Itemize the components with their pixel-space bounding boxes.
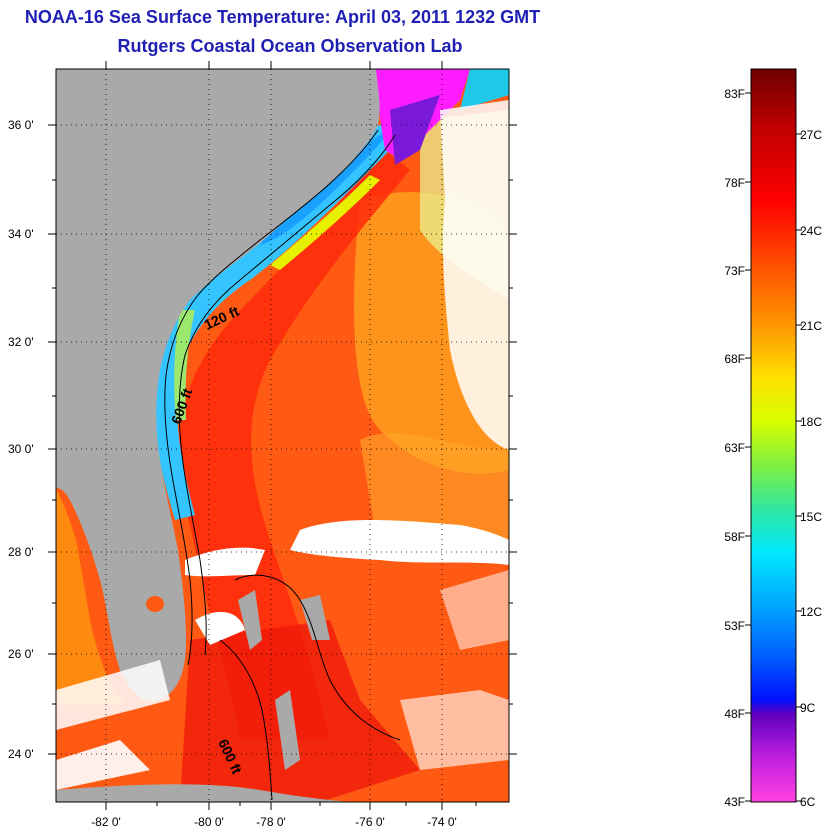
lat-tick-label: 36 0' bbox=[8, 118, 34, 132]
map-panel: 120 ft 600 ft 600 ft bbox=[56, 69, 509, 802]
lat-tick-label: 34 0' bbox=[8, 227, 34, 241]
cloud-cover bbox=[290, 520, 509, 565]
shelf-front-yellow bbox=[270, 175, 380, 270]
lon-tick-label: -74 0' bbox=[427, 815, 457, 829]
offshore-cyan-water bbox=[460, 69, 509, 110]
gulf-stream-core bbox=[179, 150, 410, 740]
colorbar-label-f: 48F bbox=[724, 707, 745, 721]
colorbar-label-f: 63F bbox=[724, 441, 745, 455]
colorbar-label-c: 9C bbox=[800, 701, 816, 715]
lat-tick-label: 26 0' bbox=[8, 647, 34, 661]
colorbar-label-c: 12C bbox=[800, 605, 822, 619]
colorbar-ticks bbox=[745, 92, 802, 802]
cloud-cover bbox=[440, 570, 509, 650]
bahamas-warm-water bbox=[180, 620, 420, 802]
lake-okeechobee bbox=[146, 596, 164, 612]
lon-tick-label: -80 0' bbox=[194, 815, 224, 829]
cloud-cover bbox=[195, 611, 245, 645]
lat-tick-label: 30 0' bbox=[8, 442, 34, 456]
lat-tick-label: 32 0' bbox=[8, 335, 34, 349]
cuba-landmass bbox=[56, 784, 360, 802]
colorbar-label-f: 83F bbox=[724, 87, 745, 101]
colorbar-label-f: 68F bbox=[724, 352, 745, 366]
isobath-bahamas-bank bbox=[234, 574, 401, 741]
us-landmass bbox=[56, 69, 380, 701]
colorbar-label-c: 27C bbox=[800, 128, 822, 142]
colorbar-label-c: 15C bbox=[800, 510, 822, 524]
map-frame bbox=[55, 68, 510, 803]
colorbar-label-f: 43F bbox=[724, 795, 745, 809]
colorbar: 83F 78F 73F 68F 63F 58F 53F 48F 43F 27C … bbox=[724, 68, 822, 809]
isobath-120ft bbox=[164, 129, 379, 666]
graticule bbox=[56, 69, 509, 802]
colorbar-label-c: 21C bbox=[800, 319, 822, 333]
axis-ticks bbox=[48, 61, 517, 810]
bahamas-island bbox=[238, 590, 262, 650]
colorbar-label-c: 24C bbox=[800, 224, 822, 238]
bahamas-island bbox=[275, 690, 300, 770]
colorbar-label-f: 53F bbox=[724, 619, 745, 633]
cold-water-purple bbox=[390, 95, 440, 165]
cloud-cover bbox=[56, 660, 170, 730]
isobath-bahamas bbox=[219, 639, 273, 801]
gulf-of-mexico-water bbox=[56, 488, 125, 705]
colorbar-label-f: 58F bbox=[724, 530, 745, 544]
lon-tick-label: -78 0' bbox=[256, 815, 286, 829]
cloud-cover bbox=[56, 740, 150, 790]
colorbar-label-c: 6C bbox=[800, 795, 816, 809]
colorbar-label-c: 18C bbox=[800, 415, 822, 429]
cloud-cover bbox=[185, 547, 265, 577]
map-title: NOAA-16 Sea Surface Temperature: April 0… bbox=[24, 7, 541, 27]
map-subtitle: Rutgers Coastal Ocean Observation Lab bbox=[117, 36, 463, 56]
bahamas-island bbox=[300, 595, 330, 640]
lat-tick-label: 24 0' bbox=[8, 747, 34, 761]
lon-tick-label: -82 0' bbox=[91, 815, 121, 829]
shelf-water bbox=[150, 100, 430, 520]
cloud-cover bbox=[400, 690, 509, 770]
colorbar-label-f: 78F bbox=[724, 176, 745, 190]
lat-tick-label: 28 0' bbox=[8, 545, 34, 559]
colorbar-label-f: 73F bbox=[724, 264, 745, 278]
lon-tick-label: -76 0' bbox=[355, 815, 385, 829]
colorbar-ramp bbox=[750, 68, 797, 803]
cloud-cover bbox=[440, 100, 509, 450]
isobath-600ft bbox=[178, 134, 396, 656]
